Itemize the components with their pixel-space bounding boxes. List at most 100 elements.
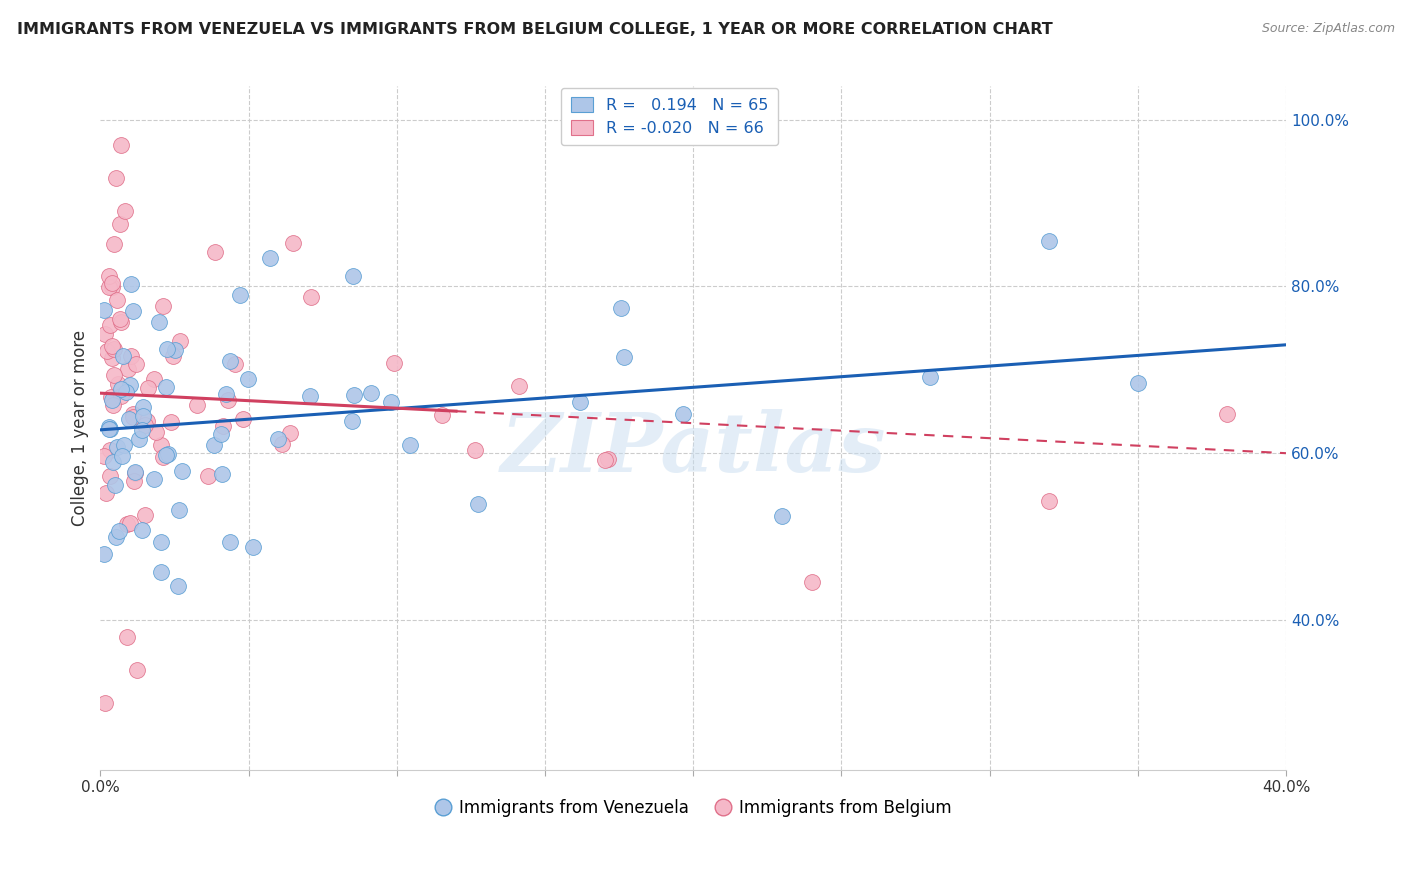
Point — [162, 349, 184, 363]
Point — [131, 523, 153, 537]
Point — [101, 276, 124, 290]
Point — [93, 302, 115, 317]
Point — [160, 415, 183, 429]
Point — [271, 437, 294, 451]
Point — [150, 565, 173, 579]
Point — [122, 303, 145, 318]
Point — [112, 349, 135, 363]
Point — [135, 414, 157, 428]
Point — [202, 438, 225, 452]
Point — [103, 368, 125, 382]
Point — [212, 418, 235, 433]
Point — [155, 380, 177, 394]
Point — [215, 386, 238, 401]
Point — [98, 443, 121, 458]
Point — [110, 382, 132, 396]
Point — [150, 438, 173, 452]
Point — [125, 357, 148, 371]
Point — [117, 362, 139, 376]
Point — [340, 414, 363, 428]
Point — [1126, 376, 1149, 390]
Point — [103, 343, 125, 357]
Point — [430, 408, 453, 422]
Point — [122, 474, 145, 488]
Point — [115, 385, 138, 400]
Point — [569, 395, 592, 409]
Point — [115, 517, 138, 532]
Point — [138, 381, 160, 395]
Point — [93, 696, 115, 710]
Point — [186, 397, 208, 411]
Point — [114, 204, 136, 219]
Point — [211, 467, 233, 482]
Point — [124, 465, 146, 479]
Point — [120, 277, 142, 291]
Point — [342, 269, 364, 284]
Point — [118, 516, 141, 530]
Point — [218, 354, 240, 368]
Point — [593, 453, 616, 467]
Point — [101, 351, 124, 365]
Point — [93, 449, 115, 463]
Point — [118, 378, 141, 392]
Point — [299, 389, 322, 403]
Point — [150, 535, 173, 549]
Point — [97, 420, 120, 434]
Point — [384, 356, 406, 370]
Point — [217, 392, 239, 407]
Point — [143, 372, 166, 386]
Point — [163, 343, 186, 358]
Point — [104, 477, 127, 491]
Y-axis label: College, 1 year or more: College, 1 year or more — [72, 330, 89, 526]
Point — [110, 389, 132, 403]
Point — [224, 357, 246, 371]
Point — [100, 390, 122, 404]
Point — [110, 137, 132, 152]
Point — [1038, 494, 1060, 508]
Point — [93, 547, 115, 561]
Point — [107, 376, 129, 391]
Point — [242, 540, 264, 554]
Point — [259, 252, 281, 266]
Point — [343, 388, 366, 402]
Point — [101, 393, 124, 408]
Point — [1215, 407, 1237, 421]
Point — [105, 171, 128, 186]
Point — [281, 236, 304, 251]
Point — [108, 524, 131, 539]
Point — [101, 398, 124, 412]
Point — [360, 385, 382, 400]
Point — [103, 236, 125, 251]
Point — [152, 299, 174, 313]
Point — [197, 469, 219, 483]
Point — [399, 438, 422, 452]
Point — [278, 426, 301, 441]
Text: IMMIGRANTS FROM VENEZUELA VS IMMIGRANTS FROM BELGIUM COLLEGE, 1 YEAR OR MORE COR: IMMIGRANTS FROM VENEZUELA VS IMMIGRANTS … — [17, 22, 1053, 37]
Point — [105, 293, 128, 307]
Point — [467, 498, 489, 512]
Point — [131, 423, 153, 437]
Point — [98, 422, 121, 436]
Text: Source: ZipAtlas.com: Source: ZipAtlas.com — [1261, 22, 1395, 36]
Point — [110, 217, 132, 231]
Point — [121, 349, 143, 363]
Point — [299, 290, 322, 304]
Point — [219, 534, 242, 549]
Point — [134, 417, 156, 432]
Point — [132, 401, 155, 415]
Point — [229, 287, 252, 301]
Point — [148, 315, 170, 329]
Point — [380, 394, 402, 409]
Point — [157, 447, 180, 461]
Point — [97, 279, 120, 293]
Point — [117, 412, 139, 426]
Point — [96, 344, 118, 359]
Point — [155, 448, 177, 462]
Point — [170, 464, 193, 478]
Point — [110, 315, 132, 329]
Point — [508, 379, 530, 393]
Point — [104, 530, 127, 544]
Point — [94, 326, 117, 341]
Point — [152, 450, 174, 464]
Point — [121, 407, 143, 421]
